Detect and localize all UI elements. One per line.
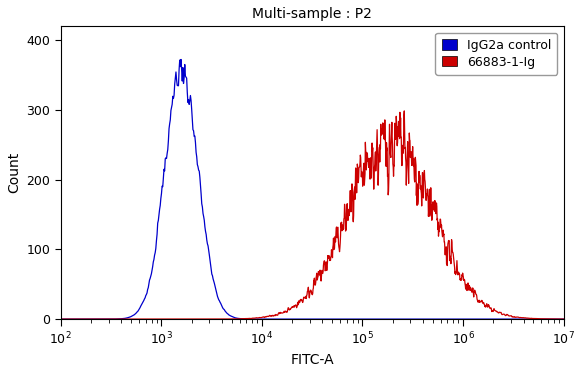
Line: IgG2a control: IgG2a control: [61, 59, 563, 319]
66883-1-Ig: [116, 317, 123, 321]
IgG2a control: [57, 317, 64, 321]
IgG2a control: [378, 317, 385, 321]
Y-axis label: Count: Count: [7, 152, 21, 193]
66883-1-Ig: [343, 203, 350, 207]
IgG2a control: [88, 317, 95, 321]
Legend: IgG2a control, 66883-1-Ig: IgG2a control, 66883-1-Ig: [435, 33, 558, 75]
Title: Multi-sample : P2: Multi-sample : P2: [252, 7, 372, 21]
66883-1-Ig: [290, 304, 297, 308]
66883-1-Ig: [560, 317, 567, 321]
66883-1-Ig: [401, 109, 408, 113]
IgG2a control: [439, 317, 446, 321]
66883-1-Ig: [281, 310, 288, 315]
X-axis label: FITC-A: FITC-A: [290, 353, 334, 367]
66883-1-Ig: [57, 317, 64, 321]
66883-1-Ig: [96, 317, 103, 321]
IgG2a control: [363, 317, 370, 321]
66883-1-Ig: [271, 313, 278, 318]
Line: 66883-1-Ig: 66883-1-Ig: [61, 111, 563, 319]
IgG2a control: [350, 317, 357, 321]
IgG2a control: [560, 317, 567, 321]
IgG2a control: [491, 317, 498, 321]
IgG2a control: [178, 57, 184, 62]
